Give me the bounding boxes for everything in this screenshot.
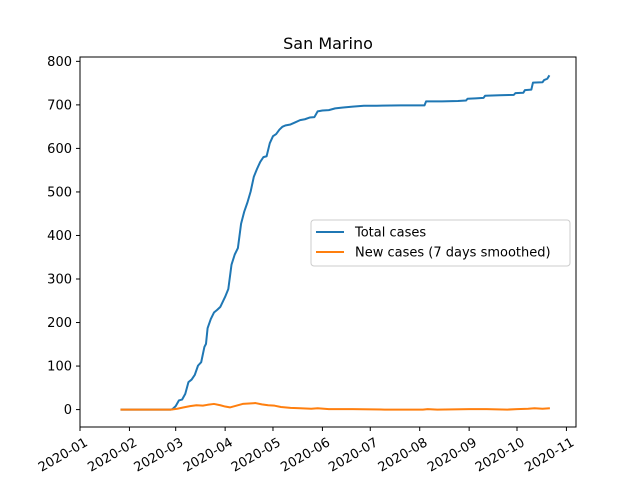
legend-box bbox=[310, 219, 571, 267]
legend-label: Total cases bbox=[354, 226, 426, 241]
chart-title: San Marino bbox=[283, 34, 373, 53]
y-tick-label: 800 bbox=[47, 55, 72, 70]
y-tick-label: 600 bbox=[47, 142, 72, 157]
y-tick-label: 300 bbox=[47, 273, 72, 288]
legend-label: New cases (7 days smoothed) bbox=[355, 246, 551, 261]
series-line-1 bbox=[120, 402, 550, 411]
y-tick-label: 700 bbox=[47, 98, 72, 113]
y-tick-label: 0 bbox=[64, 403, 72, 418]
y-axis: 0 100 200 300 400 500 600 700 800 bbox=[47, 55, 80, 418]
y-tick-label: 400 bbox=[47, 229, 72, 244]
plot-frame bbox=[79, 56, 577, 428]
y-tick-label: 200 bbox=[47, 316, 72, 331]
legend: Total cases New cases (7 days smoothed) bbox=[310, 219, 571, 267]
series-line-0 bbox=[120, 74, 551, 411]
y-tick-label: 500 bbox=[47, 185, 72, 200]
series-layer bbox=[120, 74, 551, 411]
y-tick-label: 100 bbox=[47, 360, 72, 375]
